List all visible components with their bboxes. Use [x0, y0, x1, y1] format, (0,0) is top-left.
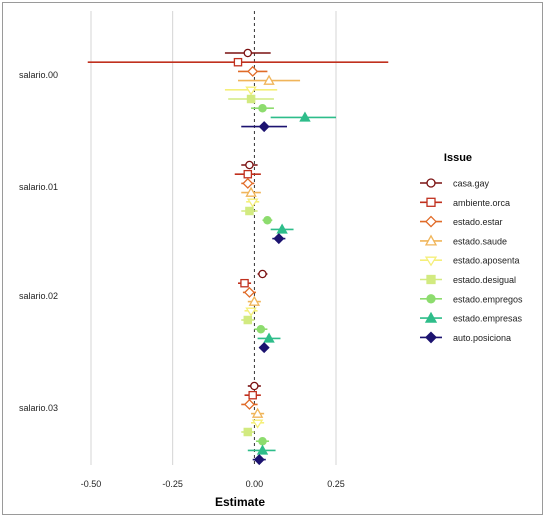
x-axis-tick-labels: -0.50 -0.25 0.00 0.25 — [81, 479, 345, 489]
point-estimate — [256, 444, 269, 455]
point-estimate — [276, 223, 288, 234]
point-estimate — [240, 278, 249, 288]
chart-frame: salario.00 salario.01 salario.02 salario.03… — [2, 2, 543, 515]
legend-key-marker — [425, 331, 437, 344]
y-axis-tick-labels: salario.00 salario.01 salario.02 salario.03 — [19, 70, 58, 413]
point-estimate — [253, 454, 265, 466]
legend-key-marker — [425, 215, 437, 228]
legend-label: estado.aposenta — [453, 256, 520, 266]
point-estimate — [248, 295, 261, 306]
point-estimate — [233, 57, 243, 67]
point-estimate — [245, 307, 257, 317]
point-estimate — [258, 342, 270, 354]
point-estimate — [273, 233, 285, 245]
legend-key-marker — [426, 274, 436, 285]
point-estimate — [245, 86, 257, 96]
point-estimate — [243, 427, 253, 437]
legend-label: estado.empregos — [453, 294, 523, 304]
legend-label: estado.empresas — [453, 314, 523, 324]
point-estimate — [246, 94, 256, 104]
legend-key-marker — [426, 178, 436, 188]
point-estimate — [246, 198, 259, 208]
legend-label: casa.gay — [453, 179, 490, 189]
legend: Issue casa.gay ambiente.orca estado.estar e… — [420, 152, 523, 344]
point-estimate — [258, 121, 270, 133]
legend-title: Issue — [444, 152, 472, 164]
x-tick-label: -0.25 — [162, 479, 183, 489]
point-estimate — [251, 419, 264, 429]
legend-key-marker — [424, 234, 438, 246]
point-estimate — [245, 206, 254, 216]
point-estimate — [258, 103, 267, 113]
legend-key-marker — [426, 294, 436, 304]
legend-label: estado.saude — [453, 236, 507, 246]
legend-label: auto.posiciona — [453, 333, 511, 343]
y-tick-label: salario.00 — [19, 70, 58, 80]
legend-label: estado.desigual — [453, 275, 516, 285]
point-estimate — [256, 324, 266, 334]
coefficient-chart: salario.00 salario.01 salario.02 salario.03… — [19, 11, 523, 509]
y-tick-label: salario.02 — [19, 291, 58, 301]
point-estimate — [243, 398, 255, 410]
y-tick-label: salario.01 — [19, 182, 58, 192]
point-estimate — [251, 407, 264, 418]
point-estimate — [245, 160, 254, 170]
point-estimate — [248, 390, 257, 400]
point-estimate — [243, 169, 253, 179]
grid-lines — [90, 11, 337, 465]
y-tick-label: salario.03 — [19, 403, 58, 413]
legend-key-marker — [424, 256, 438, 267]
point-estimate — [258, 269, 267, 279]
point-estimate — [247, 65, 259, 77]
point-estimate — [263, 215, 272, 225]
point-estimate — [263, 74, 275, 85]
x-tick-label: -0.50 — [81, 479, 102, 489]
legend-key-marker — [426, 197, 436, 207]
x-axis-label: Estimate — [215, 495, 265, 509]
point-estimate — [242, 177, 254, 189]
point-estimate — [258, 436, 267, 446]
point-estimate — [299, 111, 311, 122]
x-tick-label: 0.00 — [246, 479, 264, 489]
plot-marks — [87, 48, 389, 466]
point-estimate — [263, 332, 275, 343]
point-estimate — [245, 186, 257, 197]
point-estimate — [243, 315, 253, 325]
x-tick-label: 0.25 — [327, 479, 345, 489]
legend-label: ambiente.orca — [453, 198, 510, 208]
legend-label: estado.estar — [453, 217, 503, 227]
point-estimate — [243, 48, 253, 58]
legend-key-marker — [424, 311, 438, 323]
point-estimate — [243, 286, 255, 298]
point-estimate — [250, 381, 259, 391]
